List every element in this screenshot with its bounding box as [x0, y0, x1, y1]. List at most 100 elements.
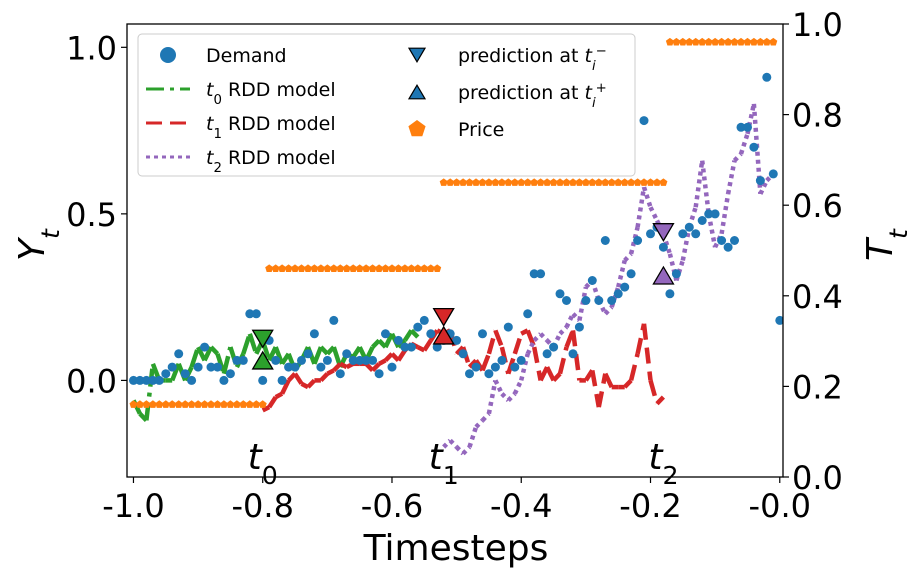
demand-point [200, 342, 210, 352]
line-segment [680, 226, 692, 261]
price-point [691, 37, 700, 46]
price-point [459, 178, 468, 186]
price-point [232, 400, 241, 408]
price-point [323, 264, 332, 272]
demand-point [393, 335, 403, 345]
demand-point [490, 362, 500, 372]
demand-point [335, 369, 345, 379]
price-point [659, 178, 668, 186]
price-point [375, 264, 384, 272]
line-segment [693, 160, 705, 208]
price-point [245, 400, 254, 408]
y-left-tick-label: 0.5 [66, 196, 117, 234]
line-segment [532, 332, 543, 342]
series-price [129, 37, 778, 408]
demand-point [665, 289, 675, 299]
line-segment [267, 395, 278, 409]
line-segment [300, 381, 310, 390]
legend-item-pred_plus: prediction at ti+ [407, 81, 607, 111]
demand-point [406, 342, 416, 352]
demand-point [361, 355, 371, 365]
line-segment [732, 152, 743, 163]
line-segment [745, 103, 757, 135]
line-segment [442, 438, 452, 449]
line-segment [758, 179, 769, 195]
line-segment [339, 361, 348, 370]
y-right-tick-label: 0.2 [792, 368, 843, 406]
demand-point [581, 296, 591, 305]
prediction-marker-up [652, 265, 675, 285]
line-segment [725, 160, 737, 195]
price-point [142, 400, 151, 408]
price-point [556, 178, 564, 186]
line-segment [648, 206, 660, 222]
demand-point [271, 355, 281, 365]
annotation-label: t0 [248, 437, 278, 490]
demand-point [432, 342, 442, 352]
price-point [530, 178, 539, 186]
price-point [265, 264, 274, 272]
line-segment [396, 349, 407, 362]
demand-point [555, 289, 565, 299]
price-point [575, 178, 584, 186]
line-segment [512, 333, 524, 355]
line-segment [454, 445, 465, 456]
price-point [200, 400, 209, 408]
price-point [497, 178, 506, 186]
line-segment [461, 445, 472, 456]
price-point [769, 37, 778, 46]
line-segment [474, 418, 485, 429]
prediction-marker-down [251, 329, 274, 349]
legend-box [137, 33, 636, 177]
x-tick-label: -0.0 [749, 487, 811, 525]
demand-point [322, 355, 332, 365]
demand-point [607, 296, 617, 305]
x-tick-label: -0.8 [232, 487, 294, 525]
line-segment [247, 333, 259, 355]
legend-marker [408, 120, 426, 137]
legend-label: prediction at ti+ [458, 81, 607, 111]
price-point [594, 178, 603, 186]
y-axis-right-title: Tt [860, 228, 911, 261]
price-point [239, 400, 248, 408]
x-axis: -1.0 -0.8 -0.6 -0.4 -0.2 -0.0 [102, 477, 811, 525]
demand-point [426, 329, 436, 339]
legend-item-price: Price [408, 119, 504, 141]
y-right-tick-label: 0.4 [792, 278, 843, 316]
legend-marker [407, 84, 427, 100]
demand-point [413, 322, 423, 332]
line-segment [480, 412, 491, 422]
price-point [304, 264, 312, 272]
price-point [491, 178, 500, 186]
line-segment [623, 252, 633, 263]
price-point [510, 178, 519, 186]
price-point [478, 178, 487, 186]
line-segment [422, 339, 433, 352]
line-segment [596, 373, 608, 408]
legend-label: Demand [206, 45, 287, 67]
line-segment [719, 193, 731, 235]
price-point [588, 178, 597, 186]
price-point [730, 37, 739, 46]
line-segment [274, 391, 284, 400]
demand-point [387, 362, 397, 372]
prediction-marker-up [432, 325, 455, 345]
price-point [148, 400, 157, 408]
price-point [711, 37, 720, 46]
demand-point [297, 355, 306, 365]
line-segment [312, 346, 323, 365]
price-point [135, 400, 144, 408]
prediction-marker-up [251, 350, 274, 370]
line-segment [396, 338, 407, 349]
price-point [465, 178, 474, 186]
axes-frame [126, 23, 784, 478]
legend: Demand t0 RDD model t1 RDD model t2 RDD mod… [137, 33, 636, 177]
demand-point [600, 236, 610, 245]
demand-point [671, 269, 681, 279]
price-point [220, 400, 228, 408]
line-segment [144, 363, 156, 421]
demand-point [684, 222, 694, 232]
price-point [194, 400, 203, 408]
demand-point [342, 349, 352, 359]
y-right-tick-label: 1.0 [792, 6, 843, 44]
